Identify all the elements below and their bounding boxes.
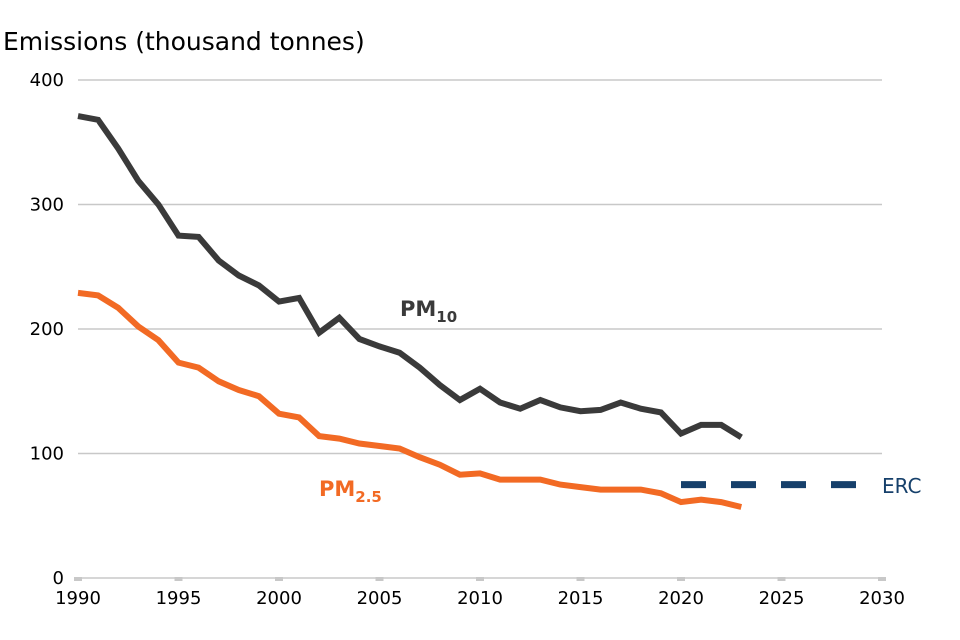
y-axis-title: Emissions (thousand tonnes) — [3, 27, 365, 56]
x-tick-label: 1995 — [156, 588, 202, 609]
y-tick-label: 300 — [30, 195, 64, 216]
pm25-series-label: PM2.5 — [319, 477, 382, 506]
series-line-pm25 — [77, 289, 743, 510]
erc-series-label: ERC — [882, 474, 922, 498]
pm10-label-main: PM — [400, 297, 436, 321]
series-lines — [77, 113, 857, 510]
x-axis: 1990 1995 2000 2005 2010 2015 2020 2025 2030 — [55, 577, 905, 609]
y-tick-label: 0 — [53, 568, 64, 589]
pm25-label-sub: 2.5 — [355, 488, 382, 506]
pm10-series-label: PM10 — [400, 297, 457, 326]
x-tick-label: 2015 — [558, 588, 604, 609]
y-tick-label: 200 — [30, 319, 64, 340]
x-tick-label: 2010 — [457, 588, 503, 609]
y-tick-label: 100 — [30, 444, 64, 465]
pm25-label-main: PM — [319, 477, 355, 501]
x-tick-label: 2020 — [658, 588, 704, 609]
pm10-label-sub: 10 — [436, 308, 457, 326]
gridlines — [78, 79, 882, 455]
x-tick-label: 2025 — [759, 588, 805, 609]
x-tick-label: 2005 — [357, 588, 403, 609]
x-tick-label: 2000 — [256, 588, 302, 609]
y-tick-label: 400 — [30, 70, 64, 91]
x-tick-label: 2030 — [859, 588, 905, 609]
series-line-pm10 — [77, 113, 743, 440]
y-axis-ticks: 0 100 200 300 400 — [30, 70, 64, 589]
x-tick-label: 1990 — [55, 588, 101, 609]
